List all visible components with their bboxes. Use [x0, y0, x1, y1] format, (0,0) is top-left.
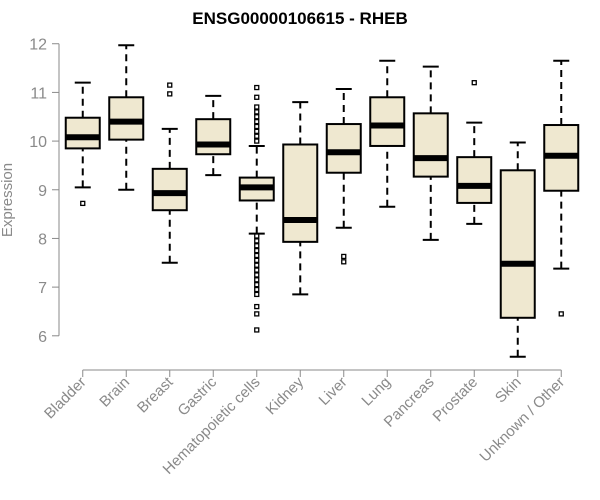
- outlier-point: [254, 128, 260, 135]
- outlier-point: [254, 118, 260, 125]
- y-tick-label: 6: [38, 329, 47, 346]
- x-tick-label: Prostate: [430, 374, 482, 426]
- outlier-point: [254, 138, 260, 144]
- outlier-point: [254, 327, 260, 333]
- outlier-point: [254, 243, 260, 249]
- x-tick-label: Brain: [96, 374, 133, 411]
- chart-title: ENSG00000106615 - RHEB: [192, 9, 407, 28]
- box-iqr: [64, 116, 101, 150]
- outlier-point: [254, 257, 260, 263]
- x-tick-label: Lung: [358, 374, 394, 410]
- outlier-point: [254, 286, 260, 293]
- outlier-point: [341, 253, 347, 260]
- y-tick-label: 7: [38, 280, 47, 297]
- box-prostate: [456, 80, 493, 225]
- y-axis: 6 7 8 9 10 11 12: [29, 37, 60, 346]
- outlier-point: [254, 282, 260, 288]
- box-liver: [325, 88, 362, 265]
- outlier-point: [254, 311, 260, 317]
- y-tick-label: 9: [38, 183, 47, 200]
- box-unknown-other: [543, 59, 580, 317]
- box-skin: [499, 141, 536, 358]
- box-iqr: [151, 167, 188, 212]
- x-tick-label: Kidney: [263, 373, 308, 418]
- box-pancreas: [412, 65, 449, 241]
- box-breast: [151, 82, 188, 264]
- x-tick-label: Skin: [492, 374, 525, 407]
- box-iqr: [325, 123, 362, 174]
- outlier-point: [254, 104, 260, 110]
- outlier-point: [558, 311, 564, 317]
- outlier-point: [254, 267, 260, 273]
- outlier-point: [80, 200, 86, 207]
- box-iqr: [108, 96, 145, 141]
- outlier-point: [167, 91, 173, 97]
- box-gastric: [195, 94, 232, 177]
- outlier-point: [254, 238, 260, 244]
- outlier-point: [254, 84, 260, 91]
- y-tick-label: 12: [29, 37, 47, 54]
- outlier-point: [254, 247, 260, 254]
- outlier-point: [471, 80, 477, 86]
- x-tick-label: Bladder: [41, 374, 90, 423]
- box-iqr: [499, 169, 536, 319]
- boxes-group: [64, 44, 580, 358]
- box-iqr: [412, 112, 449, 178]
- box-iqr: [195, 118, 232, 156]
- outlier-point: [254, 277, 260, 283]
- outlier-point: [341, 259, 347, 265]
- box-hematopoietic-cells: [238, 84, 275, 333]
- box-iqr: [369, 96, 406, 147]
- box-lung: [369, 59, 406, 208]
- outlier-point: [254, 303, 260, 310]
- outlier-point: [254, 133, 260, 139]
- box-iqr: [282, 143, 319, 243]
- outlier-point: [254, 94, 260, 100]
- outlier-point: [254, 272, 260, 278]
- y-axis-label: Expression: [0, 163, 16, 237]
- outlier-point: [254, 252, 260, 259]
- outlier-point: [254, 114, 260, 120]
- box-bladder: [64, 81, 101, 207]
- outlier-point: [254, 233, 260, 239]
- box-kidney: [282, 101, 319, 296]
- outlier-point: [254, 262, 260, 268]
- outlier-point: [167, 82, 173, 88]
- outlier-point: [254, 109, 260, 115]
- box-brain: [108, 44, 145, 191]
- x-tick-label: Breast: [134, 373, 177, 416]
- y-tick-label: 11: [30, 85, 47, 102]
- outlier-point: [254, 291, 260, 298]
- outlier-point: [254, 123, 260, 130]
- y-tick-label: 10: [29, 134, 47, 151]
- y-tick-label: 8: [38, 231, 47, 248]
- x-tick-label: Liver: [316, 374, 351, 409]
- box-iqr: [456, 156, 493, 204]
